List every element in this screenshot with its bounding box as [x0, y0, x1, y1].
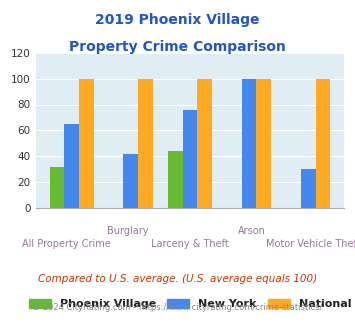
Text: Motor Vehicle Theft: Motor Vehicle Theft	[266, 239, 355, 249]
Bar	[50, 167, 64, 208]
Bar	[79, 79, 94, 208]
Bar	[197, 79, 212, 208]
Text: Burglary: Burglary	[108, 226, 149, 236]
Bar	[242, 79, 256, 208]
Bar	[168, 151, 182, 208]
Text: Property Crime Comparison: Property Crime Comparison	[69, 40, 286, 53]
Bar	[256, 79, 271, 208]
Bar	[301, 169, 316, 208]
Text: Larceny & Theft: Larceny & Theft	[151, 239, 229, 249]
Bar	[316, 79, 330, 208]
Text: Compared to U.S. average. (U.S. average equals 100): Compared to U.S. average. (U.S. average …	[38, 274, 317, 284]
Text: 2019 Phoenix Village: 2019 Phoenix Village	[95, 13, 260, 27]
Bar	[138, 79, 153, 208]
Text: Arson: Arson	[238, 226, 266, 236]
Legend: Phoenix Village, New York, National: Phoenix Village, New York, National	[24, 294, 355, 314]
Bar	[124, 154, 138, 208]
Text: © 2024 CityRating.com - https://www.cityrating.com/crime-statistics/: © 2024 CityRating.com - https://www.city…	[32, 303, 323, 312]
Bar	[182, 110, 197, 208]
Text: All Property Crime: All Property Crime	[22, 239, 111, 249]
Bar	[64, 124, 79, 208]
